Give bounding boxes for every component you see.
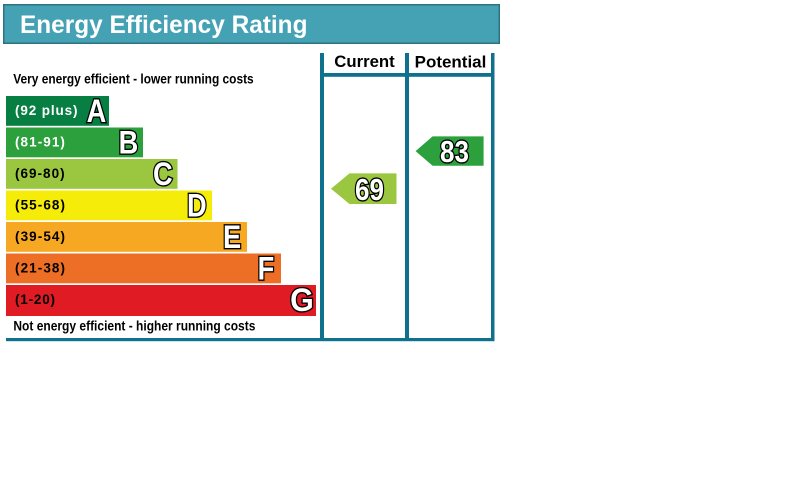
svg-text:(69-80): (69-80) [15, 166, 65, 181]
svg-text:69: 69 [355, 173, 384, 208]
svg-text:Very energy efficient - lower: Very energy efficient - lower running co… [13, 72, 254, 87]
svg-text:D: D [187, 188, 207, 224]
svg-text:(21-38): (21-38) [15, 261, 65, 276]
svg-text:83: 83 [440, 135, 469, 170]
svg-text:B: B [119, 125, 139, 161]
svg-text:(92 plus): (92 plus) [15, 103, 78, 118]
svg-text:Not energy efficient - higher: Not energy efficient - higher running co… [13, 319, 255, 334]
svg-text:C: C [153, 157, 173, 193]
svg-text:F: F [258, 251, 275, 287]
svg-text:E: E [223, 220, 241, 256]
svg-text:(55-68): (55-68) [15, 198, 65, 213]
svg-text:A: A [87, 94, 107, 130]
svg-text:(81-91): (81-91) [15, 135, 65, 150]
svg-text:(1-20): (1-20) [15, 292, 55, 307]
svg-text:Current: Current [334, 53, 395, 71]
svg-text:Energy Efficiency Rating: Energy Efficiency Rating [20, 11, 308, 39]
svg-text:Potential: Potential [415, 54, 487, 72]
svg-text:(39-54): (39-54) [15, 229, 65, 244]
svg-text:G: G [290, 282, 314, 318]
